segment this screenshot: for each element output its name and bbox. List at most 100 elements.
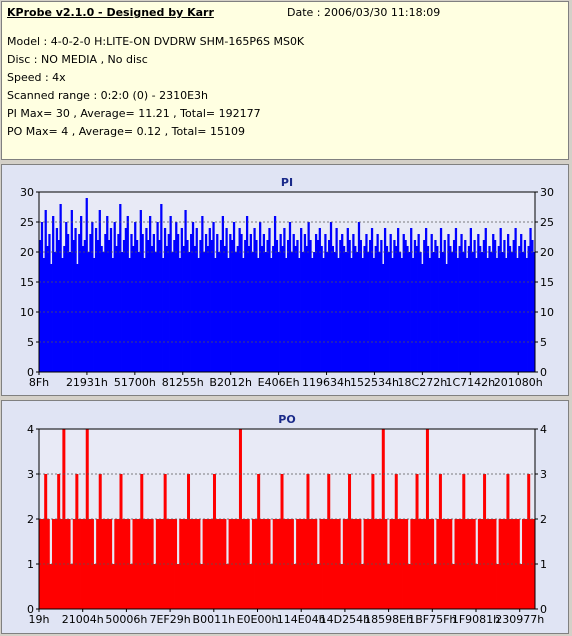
- pi-bar: [178, 258, 182, 372]
- pi-bar: [191, 222, 195, 372]
- pi-ytick-right: 25: [540, 216, 554, 229]
- pi-bar: [438, 258, 441, 372]
- pi-bar: [507, 234, 510, 372]
- po-bar: [415, 474, 419, 609]
- po-bar: [412, 519, 416, 609]
- pi-bar: [160, 204, 163, 372]
- pi-bar: [193, 246, 197, 372]
- pi-bar: [525, 258, 528, 372]
- pi-xtick: 21931h: [66, 376, 108, 389]
- po-bar: [272, 519, 276, 609]
- po-bar: [519, 564, 523, 609]
- po-bar: [527, 474, 531, 609]
- po-bar: [345, 519, 349, 609]
- po-bar: [420, 519, 424, 609]
- pi-bar: [152, 234, 155, 372]
- po-bar: [509, 519, 513, 609]
- po-xtick: 114E04h: [277, 613, 326, 626]
- pi-xtick: 201080h: [494, 376, 543, 389]
- po-bar: [96, 519, 100, 609]
- pi-bar: [109, 228, 113, 372]
- pi-bar: [195, 228, 198, 372]
- pi-bar: [39, 240, 42, 372]
- pi-bar: [143, 258, 146, 372]
- po-bar: [355, 519, 359, 609]
- pi-bar: [42, 258, 45, 372]
- pi-bar: [48, 234, 51, 372]
- pi-bar: [335, 228, 338, 372]
- pi-bar: [57, 240, 60, 372]
- pi-bar: [283, 228, 286, 372]
- pi-bar: [223, 246, 226, 372]
- pi-bar: [262, 234, 266, 372]
- pi-bar: [268, 228, 271, 372]
- po-bar: [98, 474, 102, 609]
- pi-bar: [328, 240, 331, 372]
- pi-bar: [342, 246, 346, 372]
- po-bar: [163, 474, 167, 609]
- pi-ytick-left: 0: [27, 366, 34, 379]
- pi-bar: [329, 222, 333, 372]
- pi-bar: [452, 240, 456, 372]
- po-bar: [124, 519, 128, 609]
- po-ytick-right: 4: [540, 423, 547, 436]
- pi-bar: [287, 240, 290, 372]
- po-bar: [511, 519, 515, 609]
- po-bar: [93, 564, 97, 609]
- po-bar: [72, 519, 76, 609]
- pi-bar: [383, 228, 387, 372]
- pi-bar: [76, 264, 79, 372]
- pi-bar: [190, 234, 193, 372]
- pi-bar: [266, 240, 269, 372]
- pi-bar: [219, 240, 223, 372]
- pi-bar: [137, 252, 141, 372]
- pi-ytick-right: 5: [540, 336, 547, 349]
- po-bar: [119, 474, 123, 609]
- pi-bar: [236, 246, 239, 372]
- po-bar: [101, 519, 105, 609]
- pi-bar: [423, 240, 426, 372]
- pi-bar: [162, 258, 165, 372]
- model-line: Model : 4-0-2-0 H:LITE-ON DVDRW SHM-165P…: [7, 35, 305, 48]
- pi-bar: [182, 246, 185, 372]
- pi-bar: [346, 228, 349, 372]
- pi-bar: [439, 228, 443, 372]
- po-bar: [384, 519, 388, 609]
- pi-bar: [94, 228, 98, 372]
- po-bar: [506, 474, 510, 609]
- pi-bar: [212, 222, 215, 372]
- pi-bar: [158, 240, 161, 372]
- pi-bar: [279, 234, 282, 372]
- po-bar: [436, 519, 440, 609]
- pi-bar: [169, 216, 172, 372]
- pi-bar: [145, 228, 148, 372]
- po-xtick: 21004h: [62, 613, 104, 626]
- pi-bar: [208, 228, 211, 372]
- po-bar: [111, 564, 115, 609]
- po-bar: [264, 519, 268, 609]
- po-bar: [524, 519, 528, 609]
- pi-bar: [214, 258, 217, 372]
- po-bar: [64, 519, 68, 609]
- po-xtick: 18598Eh: [364, 613, 413, 626]
- pi-bar: [365, 234, 368, 372]
- po-bar: [228, 519, 232, 609]
- pi-bar: [505, 258, 508, 372]
- pi-bar: [436, 246, 439, 372]
- pi-bar: [197, 258, 200, 372]
- pi-bar: [288, 222, 292, 372]
- po-bar: [44, 474, 48, 609]
- po-bar: [309, 519, 313, 609]
- pi-bar: [397, 228, 400, 372]
- po-bar: [267, 519, 271, 609]
- pi-bar: [449, 246, 452, 372]
- pi-xtick: E406Eh: [258, 376, 300, 389]
- pi-bar: [331, 246, 335, 372]
- po-bar: [200, 564, 204, 609]
- pi-bar: [167, 234, 170, 372]
- pi-bar: [359, 240, 362, 372]
- pi-bar: [380, 240, 383, 372]
- pi-bar: [180, 228, 183, 372]
- pi-bar: [40, 222, 44, 372]
- po-ytick-right: 1: [540, 558, 547, 571]
